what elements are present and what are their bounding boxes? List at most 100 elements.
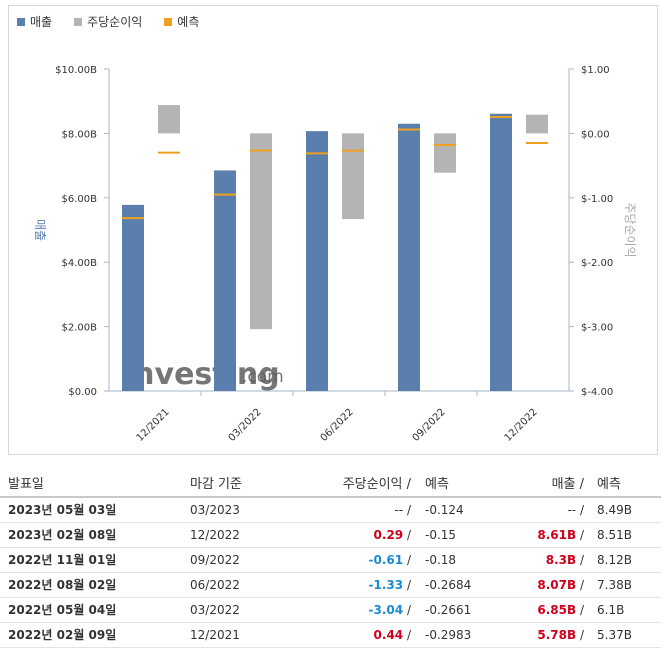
row-revenue: 8.3B / — [546, 548, 584, 572]
table-row: 2022년 08월 02일 06/2022 -1.33 / -0.2684 8.07B … — [0, 573, 661, 598]
row-period: 12/2021 — [190, 628, 240, 642]
row-eps-separator: / — [403, 528, 411, 542]
eps-bar — [526, 114, 548, 134]
row-period: 09/2022 — [190, 553, 240, 567]
row-revenue-forecast: 5.37B — [597, 628, 632, 642]
row-eps-separator: / — [403, 628, 411, 642]
row-revenue-forecast: 8.49B — [597, 503, 632, 517]
row-eps-forecast: -0.2661 — [425, 603, 472, 617]
revenue-bar — [490, 113, 512, 392]
revenue-bar — [122, 204, 144, 391]
row-revenue-value: 6.85B — [537, 603, 577, 617]
revenue-bar — [214, 170, 236, 391]
legend-item-revenue[interactable]: 매출 — [17, 13, 52, 30]
left-axis-title: 매출 — [33, 219, 47, 241]
row-revenue: 8.07B / — [537, 573, 584, 597]
row-period: 12/2022 — [190, 528, 240, 542]
row-revenue-separator: / — [576, 578, 584, 592]
row-eps-separator: / — [403, 578, 411, 592]
row-revenue-forecast: 7.38B — [597, 578, 632, 592]
legend-item-forecast[interactable]: 예측 — [164, 13, 199, 30]
right-tick-label: $1.00 — [581, 65, 610, 76]
row-date: 2022년 05월 04일 — [8, 603, 117, 617]
row-revenue: -- / — [567, 498, 584, 522]
legend-label-revenue: 매출 — [30, 15, 53, 29]
row-revenue-value: 8.61B — [537, 528, 577, 542]
left-tick-label: $2.00B — [62, 323, 98, 334]
row-revenue-separator: / — [576, 603, 584, 617]
row-date: 2023년 05월 03일 — [8, 503, 117, 517]
legend-label-forecast: 예측 — [177, 15, 200, 29]
row-eps-value: 0.44 — [373, 628, 404, 642]
header-eps[interactable]: 주당순이익 / — [342, 477, 411, 492]
table-header-row: 발표일 마감 기준 주당순이익 / 예측 매출 / 예측 — [0, 470, 661, 498]
left-tick-label: $8.00B — [62, 129, 98, 140]
row-revenue-value: 8.07B — [537, 578, 577, 592]
header-eps-forecast[interactable]: 예측 — [425, 477, 449, 492]
revenue-swatch — [17, 17, 25, 26]
row-date: 2022년 08월 02일 — [8, 578, 117, 592]
table-row: 2023년 02월 08일 12/2022 0.29 /-0.15 8.61B /8.… — [0, 523, 661, 548]
row-date: 2023년 02월 08일 — [8, 528, 117, 542]
row-eps-value: -1.33 — [368, 578, 404, 592]
revenue-bar — [398, 123, 420, 392]
row-eps-value: -3.04 — [368, 603, 404, 617]
header-revenue-forecast[interactable]: 예측 — [597, 477, 621, 492]
row-eps-value: -- — [394, 503, 404, 517]
eps-bar — [158, 105, 180, 134]
row-period: 06/2022 — [190, 578, 240, 592]
table-row: 2022년 11월 01일 09/2022 -0.61 /-0.18 8.3B /8.… — [0, 548, 661, 573]
table-row: 2022년 02월 09일 12/2021 0.44 / -0.2983 5.78B /… — [0, 623, 661, 648]
earnings-table: 발표일 마감 기준 주당순이익 / 예측 매출 / 예측 2023년 05월 0… — [0, 470, 661, 648]
eps-bar — [434, 133, 456, 173]
row-revenue-forecast: 8.51B — [597, 528, 632, 542]
row-revenue: 6.85B / — [537, 598, 584, 622]
row-period: 03/2022 — [190, 603, 240, 617]
table-body: 2023년 05월 03일 03/2023 -- / -0.124 -- /8.49B 2… — [0, 498, 661, 648]
right-tick-label: $0.00 — [581, 129, 610, 140]
category-label: 03/2022 — [227, 407, 264, 444]
row-eps-separator: / — [403, 553, 411, 567]
right-tick-label: $-2.00 — [581, 258, 613, 269]
row-eps-forecast: -0.2684 — [425, 578, 472, 592]
row-revenue-separator: / — [576, 503, 584, 517]
row-revenue-forecast: 6.1B — [597, 603, 625, 617]
row-revenue-separator: / — [576, 628, 584, 642]
row-date: 2022년 11월 01일 — [8, 553, 117, 567]
right-axis-title: 주당순이익 — [623, 202, 637, 257]
forecast-swatch — [164, 17, 173, 26]
legend-item-eps[interactable]: 주당순이익 — [74, 13, 142, 30]
legend-label-eps: 주당순이익 — [87, 15, 143, 29]
category-label: 06/2022 — [319, 407, 356, 444]
category-label: 12/2022 — [503, 407, 540, 444]
left-tick-label: $0.00 — [68, 387, 97, 398]
row-eps: -3.04 / — [369, 598, 411, 622]
investing-watermark-suffix: .com — [242, 367, 284, 387]
earnings-chart-panel: 매출 주당순이익 예측 $0.00 $2.00B $4.00B $6.00B $8.00… — [8, 5, 658, 455]
row-eps-value: -0.61 — [368, 553, 404, 567]
row-eps: -- / — [394, 498, 411, 522]
header-date[interactable]: 발표일 — [8, 477, 44, 492]
eps-swatch — [74, 17, 83, 26]
row-eps-forecast: -0.124 — [425, 503, 464, 517]
left-tick-label: $10.00B — [55, 65, 97, 76]
row-eps: -0.61 / — [369, 548, 411, 572]
row-eps: 0.29 / — [374, 523, 411, 547]
eps-bar — [250, 133, 272, 330]
row-eps-separator: / — [403, 603, 411, 617]
row-revenue-separator: / — [576, 528, 584, 542]
table-row: 2023년 05월 03일 03/2023 -- / -0.124 -- / 8.49B — [0, 498, 661, 523]
row-eps-forecast: -0.18 — [425, 553, 457, 567]
row-revenue-value: -- — [567, 503, 577, 517]
row-date: 2022년 02월 09일 — [8, 628, 117, 642]
header-revenue[interactable]: 매출 / — [551, 477, 584, 492]
row-eps-value: 0.29 — [373, 528, 404, 542]
row-period: 03/2023 — [190, 503, 240, 517]
earnings-chart: $0.00 $2.00B $4.00B $6.00B $8.00B $10.00B $-4.… — [33, 65, 637, 444]
row-eps: 0.44 / — [374, 623, 411, 647]
investing-watermark: Investing — [122, 357, 280, 392]
chart-legend: 매출 주당순이익 예측 — [17, 13, 199, 30]
row-revenue: 8.61B / — [537, 523, 584, 547]
header-period[interactable]: 마감 기준 — [190, 477, 242, 492]
row-eps: -1.33 / — [369, 573, 411, 597]
